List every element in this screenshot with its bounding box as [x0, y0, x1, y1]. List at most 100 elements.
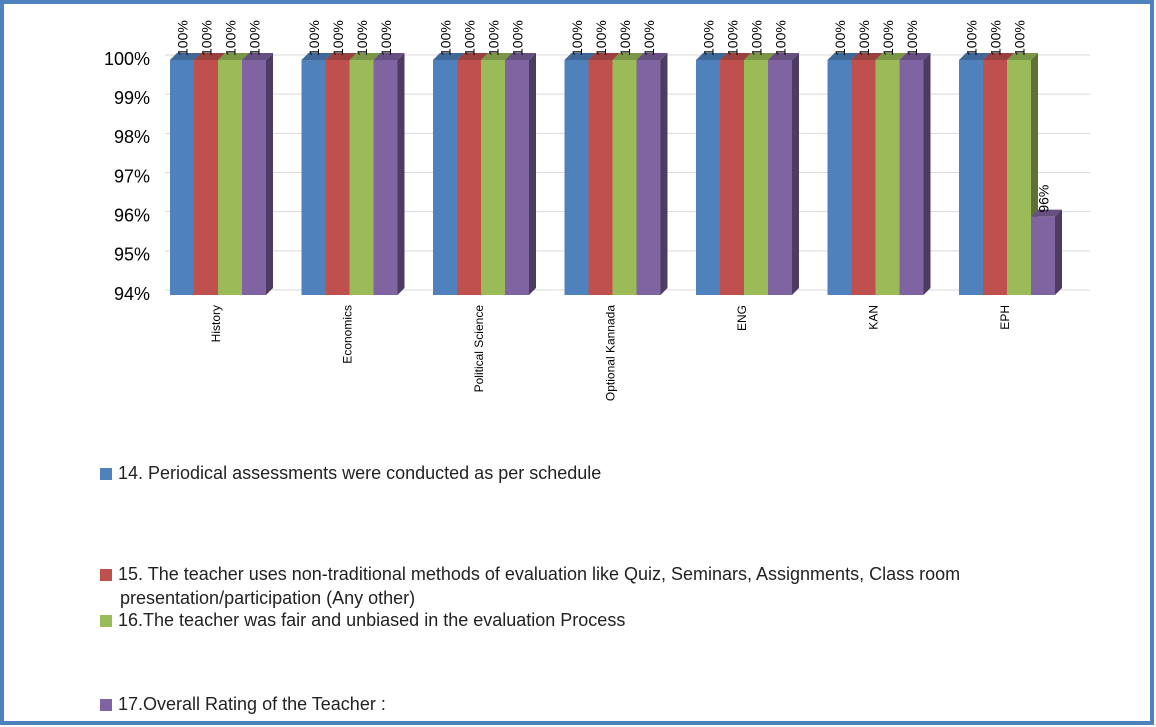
data-label: 100%: [964, 20, 980, 56]
bar-top: [218, 53, 249, 60]
x-tick-label: Political Science: [472, 305, 486, 393]
data-label: 100%: [988, 20, 1004, 56]
data-label: 100%: [199, 20, 215, 56]
legend-label: 15. The teacher uses non-traditional met…: [118, 564, 961, 608]
bar-top: [899, 53, 931, 60]
bar-front: [636, 60, 661, 295]
x-tick-label: EPH: [998, 305, 1012, 330]
bar-top: [373, 53, 405, 60]
bar-front: [875, 60, 900, 295]
bar-top: [325, 53, 357, 60]
bar-front: [983, 60, 1007, 295]
data-label: 100%: [378, 20, 394, 56]
data-label: 100%: [856, 20, 872, 56]
data-label: 100%: [306, 20, 322, 56]
bar-front: [827, 60, 852, 295]
bar: [242, 53, 273, 295]
y-tick-label: 99%: [114, 88, 150, 108]
bar-front: [373, 60, 398, 295]
bar-side: [266, 53, 273, 295]
legend-item: 14. Periodical assessments were conducte…: [100, 461, 1120, 485]
bar: [1031, 209, 1062, 295]
data-label: 100%: [354, 20, 370, 56]
data-label: 100%: [438, 20, 454, 56]
x-tick-label: KAN: [867, 305, 881, 330]
data-label: 100%: [880, 20, 896, 56]
bar-front: [720, 60, 744, 295]
data-label: 100%: [462, 20, 478, 56]
bar-top: [983, 53, 1014, 60]
legend-swatch: [100, 569, 112, 581]
bar-top: [720, 53, 751, 60]
bar-top: [696, 53, 727, 60]
bar: [505, 53, 536, 295]
data-label: 100%: [749, 20, 765, 56]
y-tick-label: 100%: [104, 49, 150, 69]
bar-top: [612, 53, 644, 60]
legend-item: 16.The teacher was fair and unbiased in …: [100, 608, 1120, 632]
bar-front: [959, 60, 983, 295]
data-label: 100%: [247, 20, 263, 56]
bar: [636, 53, 668, 295]
data-label: 100%: [1012, 20, 1028, 56]
bar: [899, 53, 931, 295]
bar-top: [1031, 209, 1062, 217]
bar-front: [242, 60, 266, 295]
data-label: 100%: [641, 20, 657, 56]
data-label: 100%: [773, 20, 789, 56]
bar-top: [851, 53, 883, 60]
data-label: 100%: [832, 20, 848, 56]
bar-side: [792, 53, 799, 295]
bar-top: [875, 53, 907, 60]
bar-front: [481, 60, 505, 295]
bar-front: [851, 60, 876, 295]
bar-top: [505, 53, 536, 60]
bar-front: [349, 60, 374, 295]
legend-item: 15. The teacher uses non-traditional met…: [100, 562, 1120, 610]
bar-top: [242, 53, 273, 60]
y-tick-label: 98%: [114, 127, 150, 147]
bar-top: [588, 53, 620, 60]
bar-front: [768, 60, 792, 295]
bar-front: [457, 60, 481, 295]
bar: [768, 53, 799, 295]
bar-front: [218, 60, 242, 295]
x-tick-label: Optional Kannada: [604, 305, 618, 401]
bar: [827, 53, 859, 295]
bar-front: [588, 60, 613, 295]
bar-side: [923, 53, 931, 295]
data-label: 96%: [1036, 185, 1052, 213]
bar-top: [301, 53, 333, 60]
bar-front: [1031, 216, 1055, 295]
bar-top: [636, 53, 668, 60]
bar-top: [457, 53, 488, 60]
legend-swatch: [100, 699, 112, 711]
bar-front: [612, 60, 637, 295]
data-label: 100%: [223, 20, 239, 56]
bar-top: [170, 53, 201, 60]
bar-front: [301, 60, 326, 295]
data-label: 100%: [904, 20, 920, 56]
x-tick-label: Economics: [341, 305, 355, 364]
bar-front: [744, 60, 768, 295]
data-label: 100%: [510, 20, 526, 56]
bar-front: [170, 60, 194, 295]
y-tick-label: 94%: [114, 284, 150, 304]
y-tick-label: 95%: [114, 245, 150, 265]
bar-top: [827, 53, 859, 60]
bar-top: [744, 53, 775, 60]
bar-front: [564, 60, 589, 295]
data-label: 100%: [486, 20, 502, 56]
legend-swatch: [100, 615, 112, 627]
bar-front: [433, 60, 457, 295]
bar-front: [325, 60, 350, 295]
bar: [373, 53, 405, 295]
legend-item: 17.Overall Rating of the Teacher :: [100, 692, 1120, 716]
bar-top: [768, 53, 799, 60]
x-tick-label: History: [209, 305, 223, 342]
legend-label: 14. Periodical assessments were conducte…: [118, 463, 602, 483]
data-label: 100%: [725, 20, 741, 56]
